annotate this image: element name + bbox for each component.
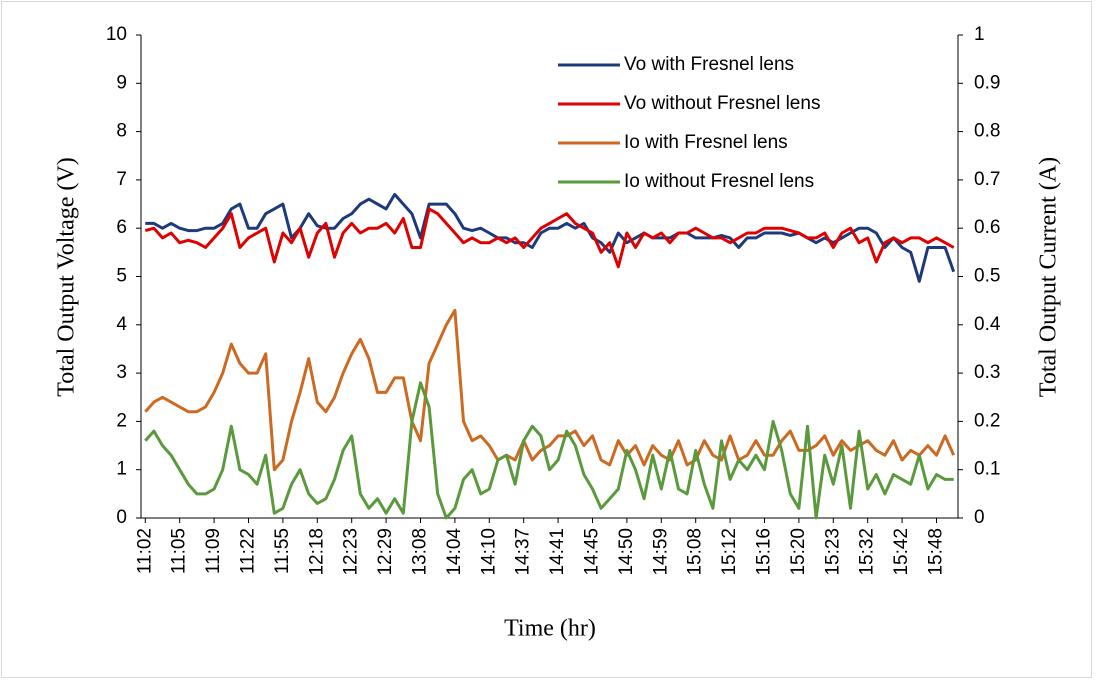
x-tick-label: 15:08 — [685, 528, 706, 576]
legend-label: Vo without Fresnel lens — [624, 93, 820, 114]
x-tick-label: 14:50 — [616, 528, 637, 576]
x-tick-label: 11:05 — [169, 528, 190, 574]
x-tick-label: 12:23 — [341, 528, 362, 576]
x-tick-label: 14:04 — [444, 528, 465, 576]
x-tick-label: 14:41 — [547, 528, 568, 576]
x-tick-label: 15:20 — [788, 528, 809, 576]
x-tick-label: 12:29 — [375, 528, 396, 576]
y-tick-label: 5 — [116, 266, 127, 287]
x-tick-label: 15:23 — [822, 528, 843, 576]
x-tick-label: 11:22 — [238, 528, 259, 574]
legend-label: Vo with Fresnel lens — [624, 54, 794, 75]
x-tick-label: 11:09 — [203, 528, 224, 574]
y-tick-label: 2 — [116, 410, 127, 431]
legend-label: Io without Fresnel lens — [624, 171, 814, 192]
x-tick-label: 11:55 — [272, 528, 293, 574]
y2-tick-label: 0 — [974, 507, 985, 528]
y-axis-title: Total Output Voltage (V) — [54, 157, 80, 396]
x-axis-title: Time (hr) — [504, 616, 596, 642]
y2-tick-label: 0.6 — [974, 217, 1000, 238]
y-tick-label: 10 — [106, 24, 127, 45]
y2-tick-label: 0.3 — [974, 362, 1000, 383]
x-tick-label: 14:10 — [478, 528, 499, 576]
series-line — [144, 381, 954, 520]
x-tick-label: 15:42 — [891, 528, 912, 576]
y-tick-label: 0 — [116, 507, 127, 528]
y2-tick-label: 1 — [974, 24, 985, 45]
y2-tick-label: 0.5 — [974, 266, 1000, 287]
y-tick-label: 6 — [116, 217, 127, 238]
y-tick-label: 3 — [116, 362, 127, 383]
y2-tick-label: 0.9 — [974, 72, 1000, 93]
series-line — [145, 192, 956, 283]
x-tick-label: 15:48 — [926, 528, 947, 576]
y-tick-label: 7 — [116, 169, 127, 190]
y2-tick-label: 0.4 — [974, 314, 1001, 335]
x-tick-label: 14:59 — [650, 528, 671, 576]
series-line — [144, 207, 955, 269]
x-tick-label: 15:16 — [754, 528, 775, 576]
x-tick-label: 15:12 — [719, 528, 740, 576]
y-tick-label: 1 — [116, 459, 127, 480]
x-tick-label: 14:37 — [513, 528, 534, 576]
y2-tick-label: 0.8 — [974, 121, 1000, 142]
x-tick-label: 14:45 — [582, 528, 603, 576]
y2-tick-label: 0.2 — [974, 410, 1000, 431]
y2-tick-label: 0.7 — [974, 169, 1000, 190]
y2-axis-title: Total Output Current (A) — [1036, 157, 1062, 397]
y-tick-label: 9 — [116, 72, 127, 93]
x-tick-label: 12:18 — [306, 528, 327, 576]
y-tick-label: 4 — [116, 314, 127, 335]
x-tick-label: 11:02 — [134, 528, 155, 574]
x-tick-label: 15:32 — [857, 528, 878, 576]
legend-label: Io with Fresnel lens — [624, 132, 788, 153]
y2-tick-label: 0.1 — [974, 459, 1000, 480]
series-line — [144, 308, 956, 472]
x-tick-label: 13:08 — [410, 528, 431, 576]
y-tick-label: 8 — [116, 121, 127, 142]
